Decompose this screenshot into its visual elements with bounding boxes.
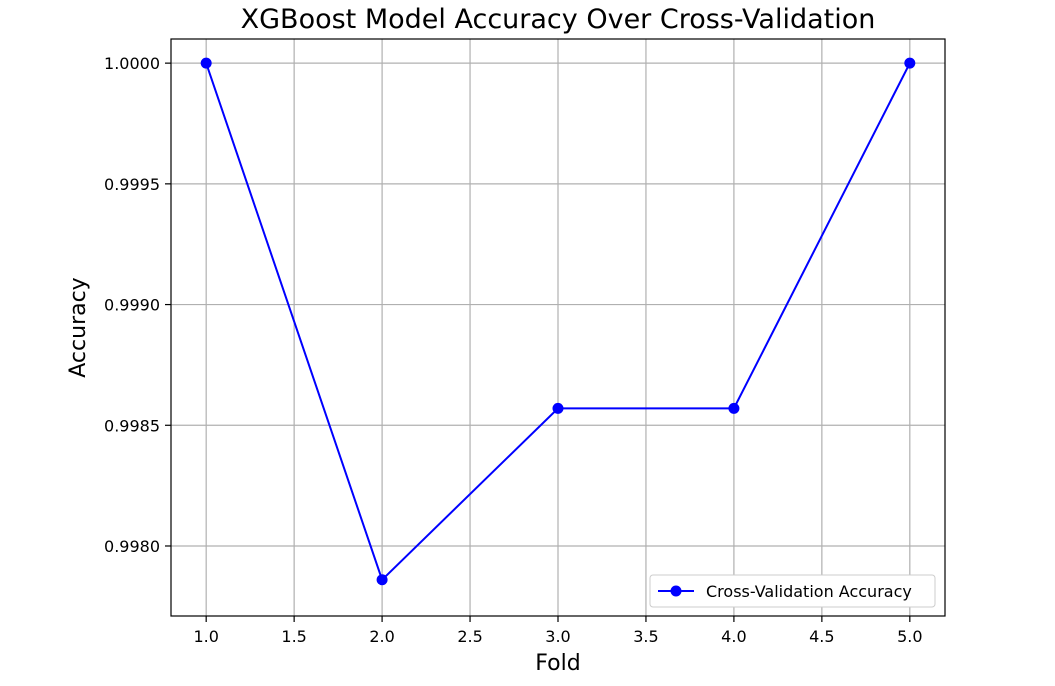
y-tick-label: 0.9995 [104, 175, 160, 194]
legend: Cross-Validation Accuracy [649, 574, 936, 608]
grid [171, 39, 945, 616]
data-point [200, 57, 212, 69]
data-point [376, 574, 388, 586]
x-tick-label: 4.5 [809, 627, 834, 646]
y-tick-label: 0.9985 [104, 416, 160, 435]
data-point [552, 402, 564, 414]
y-tick-label: 0.9990 [104, 296, 160, 315]
x-tick-label: 1.5 [281, 627, 306, 646]
legend-marker-swatch [670, 585, 682, 597]
legend-label: Cross-Validation Accuracy [706, 582, 912, 601]
x-tick-label: 2.5 [457, 627, 482, 646]
axis-ticks: 1.0 1.5 2.0 2.5 3.0 3.5 4.0 4.5 5.0 0.9980 0.9985 0… [104, 54, 923, 646]
y-tick-label: 1.0000 [104, 54, 160, 73]
x-tick-label: 1.0 [193, 627, 218, 646]
x-tick-label: 2.0 [369, 627, 394, 646]
x-axis-title: Fold [535, 651, 580, 676]
data-point [904, 57, 916, 69]
plot-frame [170, 38, 946, 617]
chart-title: XGBoost Model Accuracy Over Cross-Valida… [241, 4, 876, 35]
x-tick-label: 5.0 [897, 627, 922, 646]
y-tick-label: 0.9980 [104, 537, 160, 556]
y-axis-title: Accuracy [66, 277, 91, 377]
x-tick-label: 3.5 [633, 627, 658, 646]
data-point [728, 402, 740, 414]
x-tick-label: 3.0 [545, 627, 570, 646]
legend-box [649, 574, 936, 608]
series-layer [200, 57, 916, 586]
x-tick-label: 4.0 [721, 627, 746, 646]
